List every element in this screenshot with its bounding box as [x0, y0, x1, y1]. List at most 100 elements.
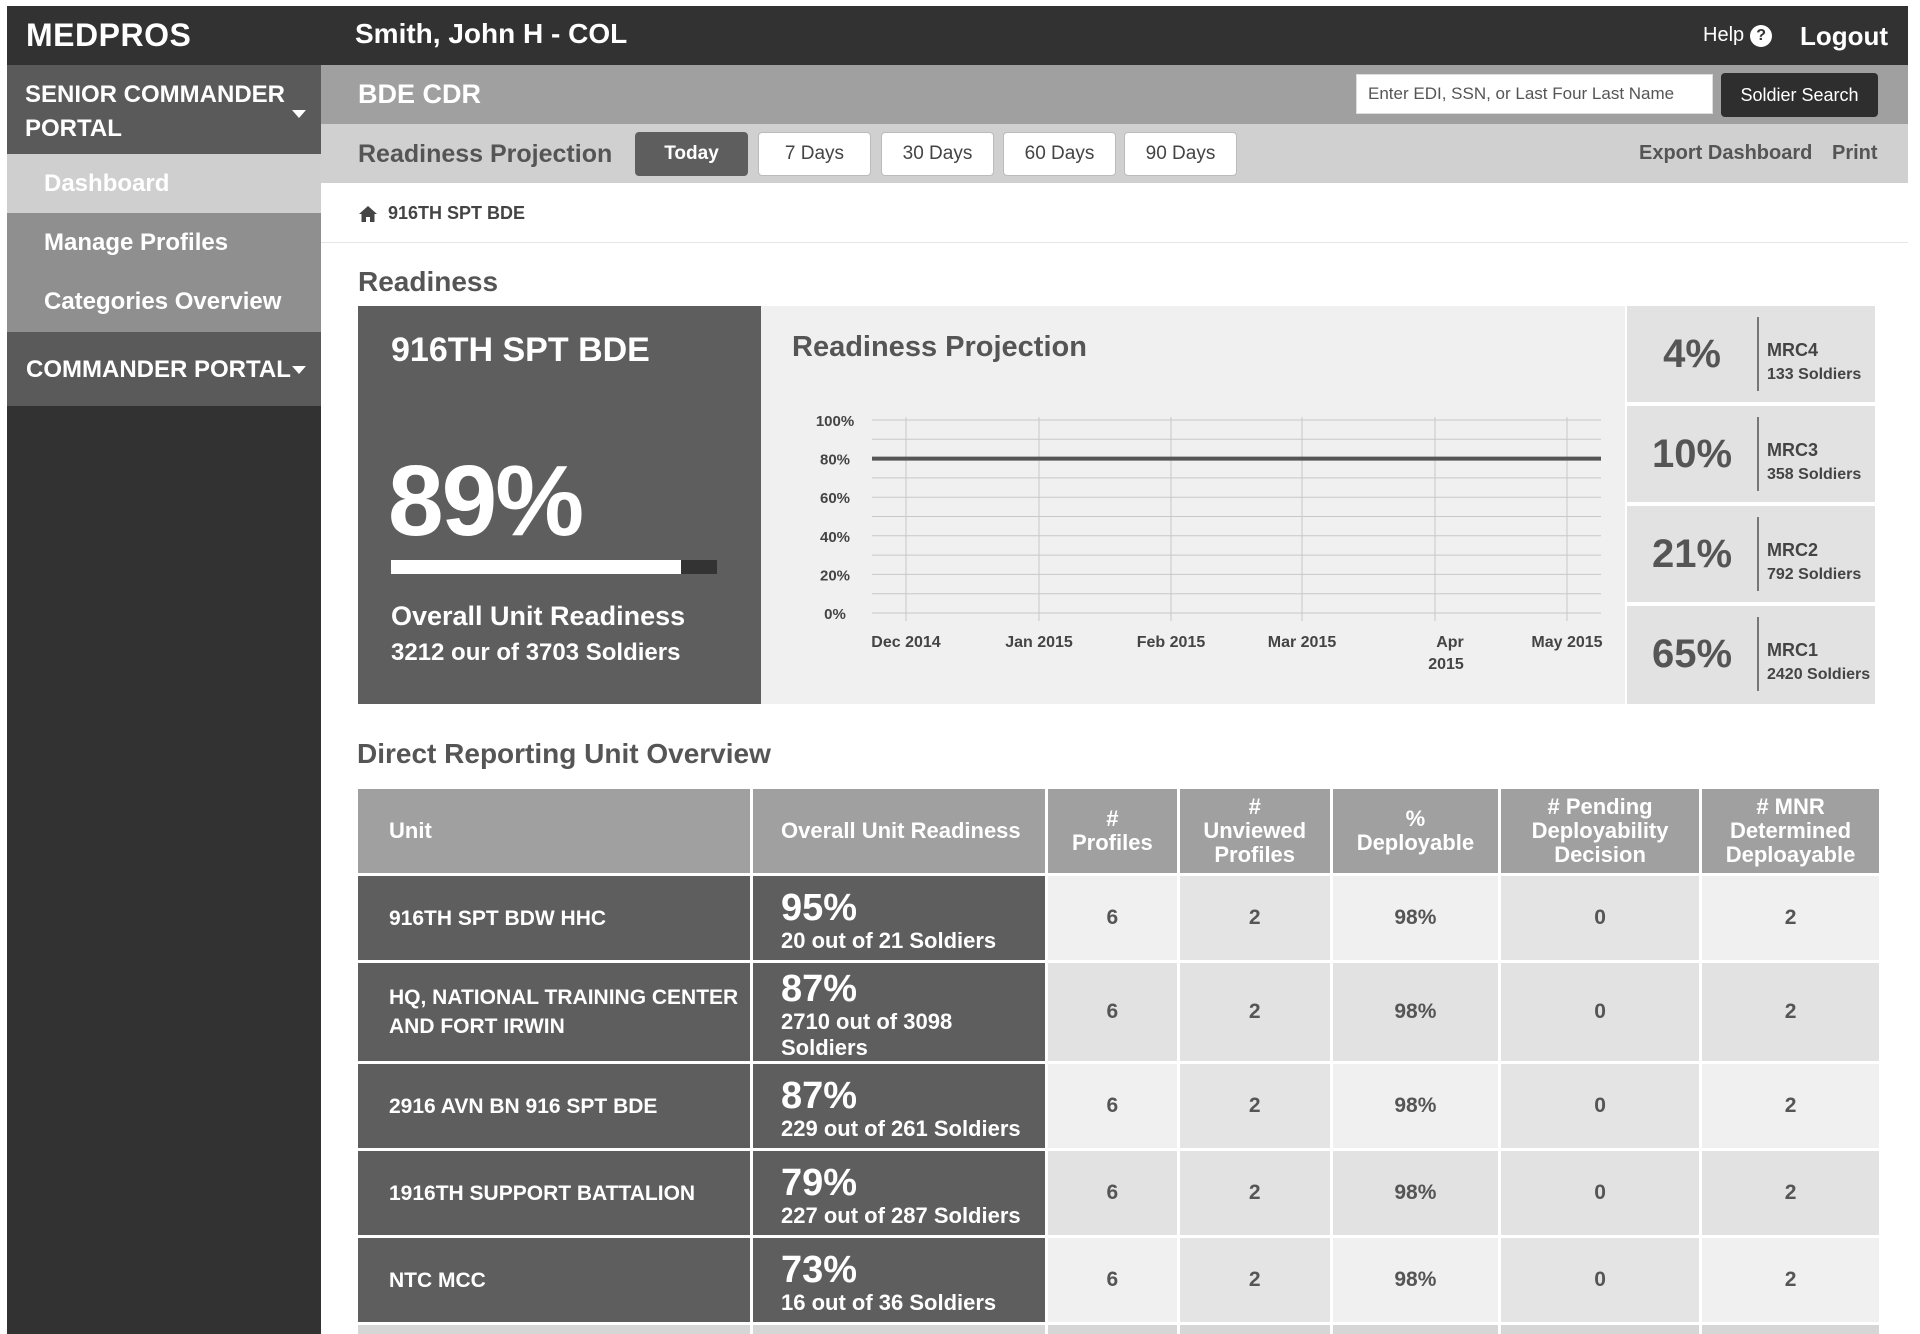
- col-mnr-deployable[interactable]: # MNR Determined Deploayable: [1702, 789, 1880, 873]
- caret-down-icon: [292, 110, 306, 118]
- mrc1-tile[interactable]: 65% MRC1 2420 Soldiers: [1627, 606, 1875, 704]
- mrc4-tile[interactable]: 4% MRC4 133 Soldiers: [1627, 306, 1875, 402]
- readiness-cell-count: 227 out of 287 Soldiers: [781, 1203, 1021, 1228]
- pending-cell: 0: [1501, 1064, 1700, 1148]
- page-title: BDE CDR: [358, 79, 482, 109]
- soldier-search-input[interactable]: [1356, 74, 1713, 114]
- readiness-projection-chart: Readiness Projection 100% 80% 60% 40% 20% 0% D…: [761, 306, 1625, 704]
- senior-commander-portal-menu[interactable]: SENIOR COMMANDER PORTAL: [7, 65, 321, 154]
- table-row[interactable]: 1916TH SUPPORT BATTALION 79% 227 out of 2…: [358, 1151, 1880, 1235]
- commander-portal-label: COMMANDER PORTAL: [26, 356, 291, 383]
- help-icon: ?: [1750, 24, 1773, 47]
- table-header-row: Unit Overall Unit Readiness # Profiles #…: [358, 789, 1880, 873]
- col-deployable[interactable]: % Deployable: [1332, 789, 1499, 873]
- table-row[interactable]: HQ, NATIONAL TRAINING CENTER AND FORT IR…: [358, 963, 1880, 1061]
- divider: [321, 242, 1908, 243]
- unviewed-cell: 2: [1179, 1238, 1330, 1322]
- mrc-name: MRC3: [1767, 440, 1819, 460]
- projection-label: Readiness Projection: [358, 140, 613, 168]
- day-button-today[interactable]: Today: [635, 132, 748, 176]
- x-tick-label: Dec 2014: [871, 634, 940, 651]
- commander-portal-menu[interactable]: COMMANDER PORTAL: [7, 332, 321, 406]
- profiles-cell: 6: [1048, 963, 1177, 1061]
- print-link[interactable]: Print: [1832, 142, 1878, 164]
- unit-name: 916TH SPT BDE: [391, 331, 650, 369]
- mrc2-tile[interactable]: 21% MRC2 792 Soldiers: [1627, 506, 1875, 602]
- mrc-name: MRC2: [1767, 540, 1819, 560]
- mrc3-tile[interactable]: 10% MRC3 358 Soldiers: [1627, 406, 1875, 502]
- pending-cell: 0: [1501, 1238, 1700, 1322]
- chart-svg: 100% 80% 60% 40% 20% 0% Dec 2014 Jan 2015 Feb 20…: [816, 413, 1603, 673]
- readiness-cell: 95% 20 out of 21 Soldiers: [753, 876, 1045, 960]
- readiness-percent: 89%: [388, 445, 584, 557]
- mnr-cell: 2: [1702, 1238, 1880, 1322]
- col-profiles[interactable]: # Profiles: [1048, 789, 1177, 873]
- mrc-percent: 65%: [1651, 632, 1733, 676]
- logout-link[interactable]: Logout: [1800, 21, 1889, 51]
- y-tick-label: 20%: [820, 567, 850, 584]
- unit-cell[interactable]: HQ, NATIONAL TRAINING CENTER AND FORT IR…: [358, 963, 750, 1061]
- table-row[interactable]: 2916 AVN BN 916 SPT BDE 87% 229 out of 26…: [358, 1064, 1880, 1148]
- readiness-cell-count: 16 out of 36 Soldiers: [781, 1290, 997, 1315]
- sidebar-item-dashboard[interactable]: Dashboard: [7, 154, 321, 213]
- pending-cell: 0: [1501, 1151, 1700, 1235]
- readiness-label: Overall Unit Readiness: [391, 601, 686, 631]
- partial-cell: [1501, 1325, 1700, 1334]
- unit-cell[interactable]: 916TH SPT BDW HHC: [358, 876, 750, 960]
- unviewed-cell: 2: [1179, 876, 1330, 960]
- col-unit[interactable]: Unit: [358, 789, 750, 873]
- mnr-cell: 2: [1702, 963, 1880, 1061]
- day-button-90-days[interactable]: 90 Days: [1124, 132, 1237, 176]
- col-overall-readiness[interactable]: Overall Unit Readiness: [753, 789, 1045, 873]
- readiness-cell-percent: 87%: [781, 968, 858, 1010]
- unviewed-cell: 2: [1179, 1151, 1330, 1235]
- deployable-cell: 98%: [1332, 1238, 1499, 1322]
- y-tick-label: 80%: [820, 452, 850, 469]
- day-button-60-days[interactable]: 60 Days: [1003, 132, 1116, 176]
- day-button-7-days[interactable]: 7 Days: [758, 132, 871, 176]
- day-button-30-days[interactable]: 30 Days: [881, 132, 994, 176]
- deployable-cell: 98%: [1332, 963, 1499, 1061]
- help-link[interactable]: Help ?: [1703, 24, 1773, 47]
- soldier-search-button[interactable]: Soldier Search: [1721, 73, 1878, 117]
- toolbar-projection: Readiness Projection Today 7 Days 30 Day…: [321, 124, 1908, 183]
- deployable-cell: 98%: [1332, 1151, 1499, 1235]
- senior-commander-portal-label: SENIOR COMMANDER PORTAL: [25, 81, 286, 142]
- mrc-name: MRC1: [1767, 640, 1819, 660]
- breadcrumb-current[interactable]: 916TH SPT BDE: [388, 203, 526, 223]
- unit-cell[interactable]: 2916 AVN BN 916 SPT BDE: [358, 1064, 750, 1148]
- readiness-progress-bar: [391, 560, 717, 574]
- readiness-cell: 87% 2710 out of 3098 Soldiers: [753, 963, 1045, 1061]
- col-unviewed-profiles[interactable]: # Unviewed Profiles: [1179, 789, 1330, 873]
- y-tick-label: 60%: [820, 490, 850, 507]
- profiles-cell: 6: [1048, 876, 1177, 960]
- y-tick-label: 0%: [824, 606, 846, 623]
- mnr-cell: 2: [1702, 1151, 1880, 1235]
- sidebar-item-categories-overview[interactable]: Categories Overview: [44, 288, 282, 315]
- mrc-percent: 21%: [1651, 532, 1733, 576]
- sidebar: SENIOR COMMANDER PORTAL Dashboard Manage…: [7, 65, 321, 1334]
- mrc-count: 133 Soldiers: [1767, 366, 1862, 383]
- deployable-cell: 98%: [1332, 1064, 1499, 1148]
- chart-title: Readiness Projection: [792, 331, 1087, 363]
- caret-down-icon: [292, 366, 306, 374]
- readiness-cell: 79% 227 out of 287 Soldiers: [753, 1151, 1045, 1235]
- col-pending-decision[interactable]: # Pending Deployability Decision: [1501, 789, 1700, 873]
- table-row-partial: [358, 1325, 1880, 1334]
- mnr-cell: 2: [1702, 876, 1880, 960]
- table-row[interactable]: NTC MCC 73% 16 out of 36 Soldiers 6 2 98%…: [358, 1238, 1880, 1322]
- unit-cell[interactable]: 1916TH SUPPORT BATTALION: [358, 1151, 750, 1235]
- x-tick-label: Jan 2015: [1005, 634, 1073, 651]
- mrc-count: 792 Soldiers: [1767, 566, 1862, 583]
- x-tick-label: Apr: [1436, 634, 1464, 651]
- unit-cell[interactable]: NTC MCC: [358, 1238, 750, 1322]
- readiness-cell-percent: 95%: [781, 887, 858, 929]
- readiness-progress-fill: [391, 560, 682, 574]
- export-dashboard-link[interactable]: Export Dashboard: [1639, 142, 1813, 164]
- table-row[interactable]: 916TH SPT BDW HHC 95% 20 out of 21 Soldie…: [358, 876, 1880, 960]
- mrc-percent: 4%: [1663, 332, 1721, 376]
- sidebar-item-manage-profiles[interactable]: Manage Profiles: [44, 229, 229, 256]
- home-icon[interactable]: [358, 205, 378, 223]
- brand-logo[interactable]: MEDPROS: [26, 17, 192, 53]
